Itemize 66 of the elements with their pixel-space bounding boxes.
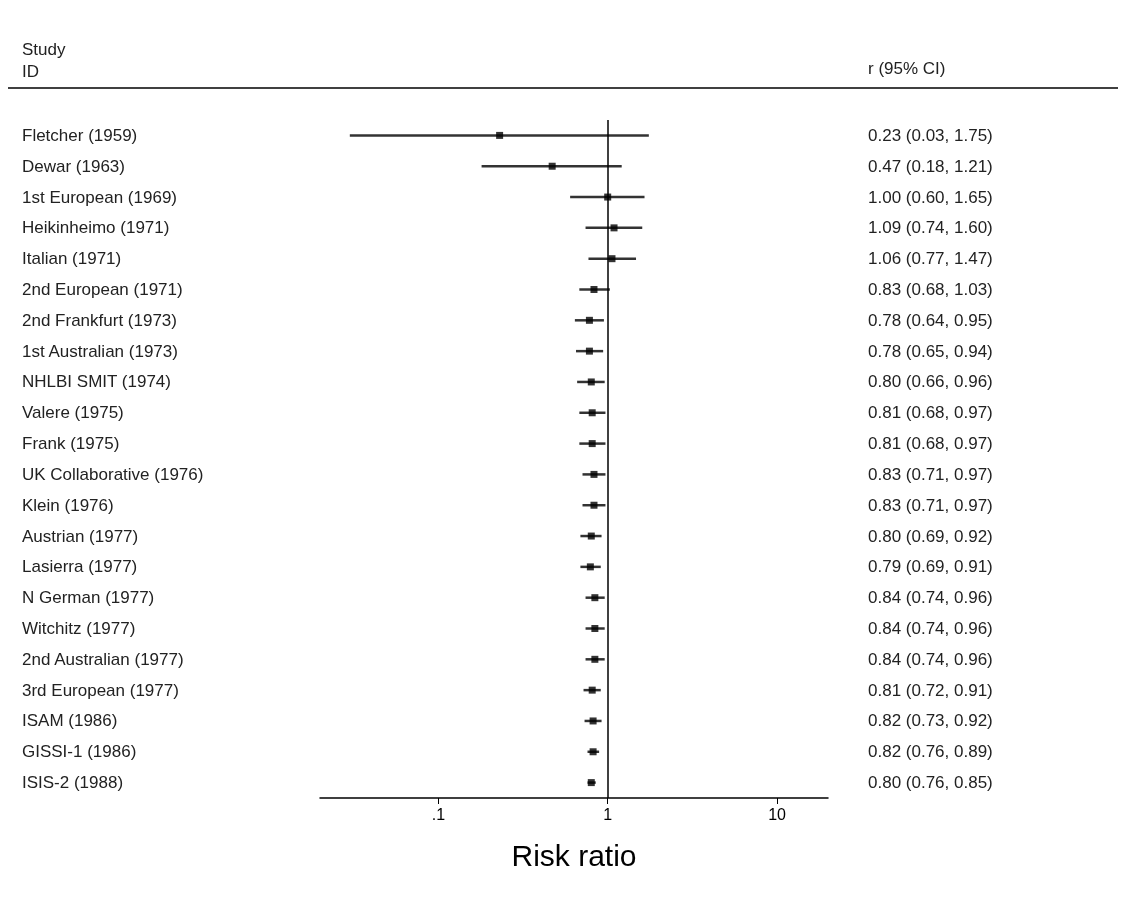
y-tick-label: ISAM (1986) [22, 711, 118, 731]
point [585, 316, 593, 324]
point [590, 286, 598, 293]
data-label: 0.78 (0.64, 0.95) [868, 310, 993, 330]
data-label: 0.81 (0.72, 0.91) [868, 680, 993, 700]
y-tick-label: 2nd Australian (1977) [22, 649, 184, 669]
data-label: 0.82 (0.73, 0.92) [868, 711, 993, 731]
data-label: 0.84 (0.74, 0.96) [868, 588, 993, 608]
point [588, 409, 596, 417]
data-label: 0.83 (0.68, 1.03) [868, 280, 993, 299]
data-label: 0.82 (0.76, 0.89) [868, 742, 993, 762]
point [590, 501, 598, 509]
y-tick-label: Austrian (1977) [22, 526, 139, 546]
data-label: 0.81 (0.68, 0.97) [868, 403, 993, 423]
data-label: 1.09 (0.74, 1.60) [868, 218, 993, 238]
point [591, 594, 599, 602]
point [591, 655, 599, 663]
y-tick-label: Fletcher (1959) [22, 125, 138, 145]
text: r (95% CI) [868, 59, 946, 78]
point [588, 440, 596, 448]
y-tick-label: Witchitz (1977) [22, 619, 136, 638]
data-label: 0.80 (0.66, 0.96) [868, 372, 993, 392]
y-axis-title: Study ID [22, 39, 66, 81]
x-tick-label: .1 [431, 805, 446, 823]
y-tick-label: NHLBI SMIT (1974) [22, 372, 171, 392]
y-tick-label: 1st European (1969) [22, 187, 177, 207]
y-tick-label: Dewar (1963) [22, 156, 125, 176]
point [585, 347, 593, 355]
y-tick-label: ISIS-2 (1988) [22, 773, 124, 793]
point [589, 717, 597, 725]
point [587, 532, 595, 540]
data-label: 0.84 (0.74, 0.96) [868, 649, 993, 669]
y-tick-label: 2nd European (1971) [22, 280, 183, 299]
y-tick-label: Italian (1971) [22, 249, 122, 269]
data-label: 0.80 (0.76, 0.85) [868, 773, 993, 793]
y-tick-label: 3rd European (1977) [22, 680, 179, 700]
y-tick-label: Lasierra (1977) [22, 557, 138, 577]
y-tick-label: N German (1977) [22, 588, 155, 608]
data-label: 0.83 (0.71, 0.97) [868, 464, 993, 484]
point [548, 162, 556, 170]
y-tick-label: Heikinheimo (1971) [22, 218, 170, 238]
data-label: 0.47 (0.18, 1.21) [868, 156, 993, 176]
data-label: 0.78 (0.65, 0.94) [868, 341, 993, 361]
y-tick-label: GISSI-1 (1986) [22, 742, 137, 762]
data-label: 0.80 (0.69, 0.92) [868, 526, 993, 546]
point [586, 563, 594, 571]
y-tick-label: 2nd Frankfurt (1973) [22, 310, 177, 330]
y-tick-label: Frank (1975) [22, 434, 120, 454]
point [591, 625, 599, 632]
y-tick-label: Valere (1975) [22, 403, 124, 423]
data-label: 0.81 (0.68, 0.97) [868, 434, 993, 454]
x-tick-label: 1 [603, 805, 613, 823]
data-label: 0.83 (0.71, 0.97) [868, 495, 993, 515]
data-label: 1.00 (0.60, 1.65) [868, 187, 993, 207]
x-axis-title: Risk ratio [511, 838, 637, 872]
data-label: 0.23 (0.03, 1.75) [868, 125, 993, 145]
data-label: 0.84 (0.74, 0.96) [868, 619, 993, 638]
y-tick-label: UK Collaborative (1976) [22, 464, 204, 484]
y-tick-label: Klein (1976) [22, 495, 114, 515]
y-tick-label: 1st Australian (1973) [22, 341, 178, 361]
point [590, 470, 598, 478]
data-label: 1.06 (0.77, 1.47) [868, 249, 993, 269]
data-label: 0.79 (0.69, 0.91) [868, 557, 993, 577]
x-tick-label: 10 [768, 805, 787, 823]
point [587, 378, 595, 386]
point [588, 686, 596, 694]
